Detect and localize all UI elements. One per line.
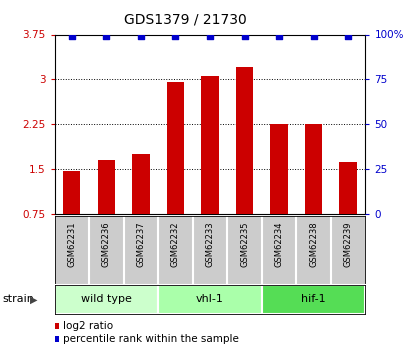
Point: [310, 33, 317, 39]
Text: ▶: ▶: [30, 294, 38, 304]
Bar: [167, 82, 184, 214]
Bar: [55, 285, 158, 314]
Text: vhl-1: vhl-1: [196, 294, 224, 304]
Text: hif-1: hif-1: [301, 294, 326, 304]
Text: GSM62235: GSM62235: [240, 221, 249, 267]
Text: GSM62234: GSM62234: [275, 221, 284, 267]
Point: [345, 33, 352, 39]
Text: GSM62239: GSM62239: [344, 221, 353, 267]
Text: GSM62233: GSM62233: [205, 221, 215, 267]
Text: log2 ratio: log2 ratio: [63, 321, 113, 331]
Point: [103, 33, 110, 39]
Bar: [132, 154, 150, 214]
Bar: [201, 76, 219, 214]
Bar: [305, 124, 322, 214]
Point: [68, 33, 75, 39]
Text: wild type: wild type: [81, 294, 132, 304]
Bar: [339, 162, 357, 214]
Text: GSM62238: GSM62238: [309, 221, 318, 267]
Bar: [262, 285, 365, 314]
Bar: [158, 285, 262, 314]
Text: GSM62232: GSM62232: [171, 221, 180, 267]
Point: [276, 33, 282, 39]
Text: strain: strain: [2, 294, 34, 304]
Point: [241, 33, 248, 39]
Text: GDS1379 / 21730: GDS1379 / 21730: [124, 12, 247, 26]
Bar: [98, 160, 115, 214]
Point: [138, 33, 144, 39]
Text: GSM62237: GSM62237: [136, 221, 145, 267]
Bar: [236, 67, 253, 214]
Point: [172, 33, 179, 39]
Point: [207, 33, 213, 39]
Text: GSM62236: GSM62236: [102, 221, 111, 267]
Bar: [270, 124, 288, 214]
Text: GSM62231: GSM62231: [67, 221, 76, 267]
Bar: [63, 171, 81, 214]
Text: percentile rank within the sample: percentile rank within the sample: [63, 334, 239, 344]
